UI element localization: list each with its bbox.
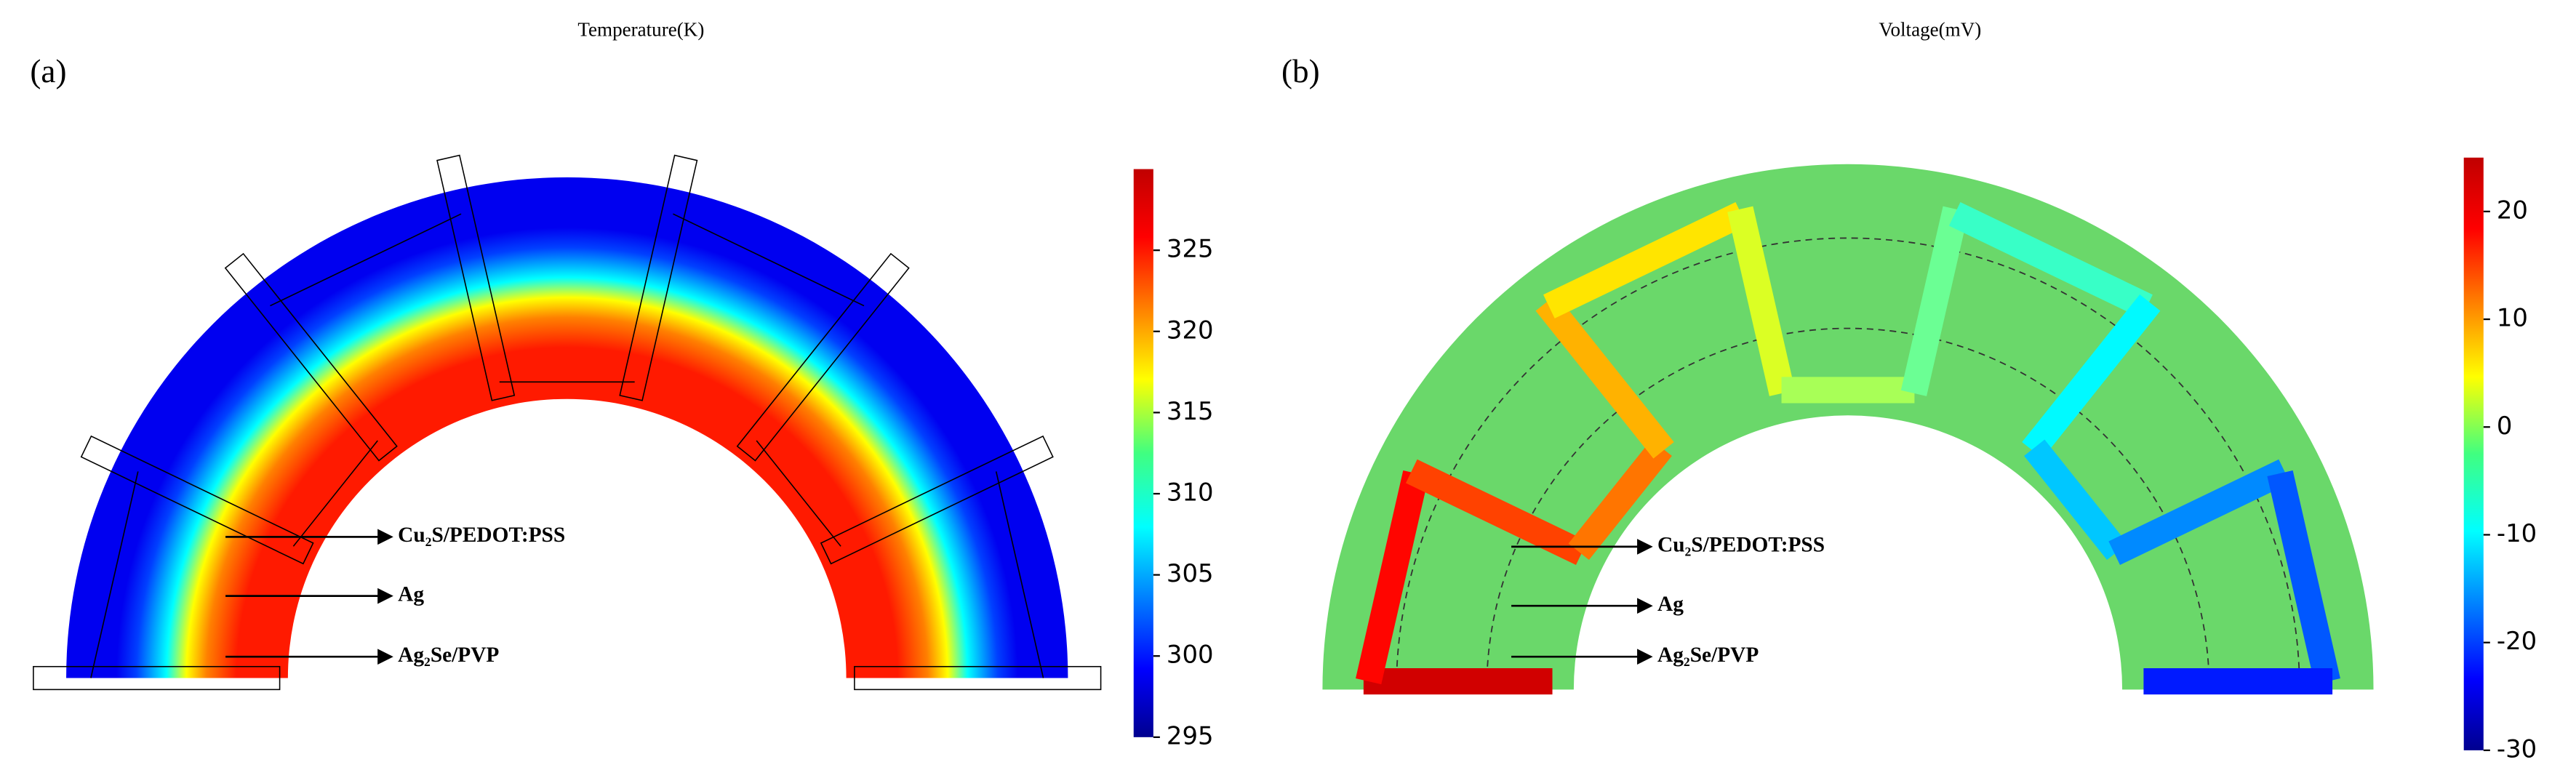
connector	[2267, 470, 2340, 685]
connector	[1543, 201, 1748, 318]
colorbar-tick-label: 300	[1167, 641, 1214, 669]
legs	[33, 154, 2340, 695]
leg-outline	[854, 665, 1102, 691]
colorbar-tick-label: -10	[2497, 519, 2537, 548]
leg-outline	[33, 665, 281, 691]
connector-outline	[90, 471, 139, 678]
colorbar-tick-label: 320	[1167, 316, 1214, 344]
colorbar-tick-label: 10	[2497, 304, 2528, 332]
leg	[2108, 459, 2290, 565]
leg-outline	[224, 252, 398, 462]
connector-outline	[756, 440, 841, 547]
leg-outline	[619, 154, 698, 401]
colorbar-tick-label: 305	[1167, 559, 1214, 587]
colorbar-tick-label: 315	[1167, 397, 1214, 425]
colorbar-a	[1133, 169, 1153, 737]
colorbar-tick-label: 20	[2497, 196, 2528, 224]
panel-label: (b)	[1281, 53, 1320, 89]
connector-outline	[292, 440, 378, 547]
colorbar-tick-label: 0	[2497, 412, 2513, 440]
temperature-field	[66, 177, 1068, 678]
annotation: Ag	[1657, 593, 1684, 616]
colorbar-tick-label: 325	[1167, 235, 1214, 263]
colorbar-b	[2463, 157, 2484, 750]
leg-outline	[736, 252, 910, 462]
leg	[2022, 294, 2161, 459]
annotation: Cu₂S/PEDOT:PSS	[398, 524, 565, 547]
colorbar-tick-label: 295	[1167, 721, 1214, 750]
leg	[1900, 206, 1969, 396]
colorbar-tick-label: 310	[1167, 478, 1214, 507]
panel-title: Temperature(K)	[577, 19, 704, 41]
colorbar-tick-label: -20	[2497, 627, 2537, 655]
connector-outline	[270, 213, 462, 307]
colorbar-tick-label: -30	[2497, 734, 2537, 763]
leg-outline	[820, 435, 1054, 565]
annotation: Cu₂S/PEDOT:PSS	[1657, 534, 1825, 557]
connector-outline	[995, 471, 1044, 678]
connector	[1568, 439, 1672, 561]
leg	[1535, 294, 1674, 459]
leg-outline	[436, 154, 516, 401]
connector-outline	[673, 213, 865, 307]
connector	[2024, 439, 2128, 561]
panel-title: Voltage(mV)	[1879, 19, 1981, 41]
connector	[1948, 201, 2153, 318]
annotation: Ag₂Se/PVP	[1657, 643, 1759, 667]
leg	[1727, 206, 1796, 396]
leg	[1405, 459, 1588, 565]
panel-label: (a)	[30, 53, 66, 89]
annotation: Ag	[398, 582, 424, 606]
connector	[1356, 470, 1429, 685]
annotation: Ag₂Se/PVP	[398, 643, 499, 667]
leg-outline	[80, 435, 314, 565]
